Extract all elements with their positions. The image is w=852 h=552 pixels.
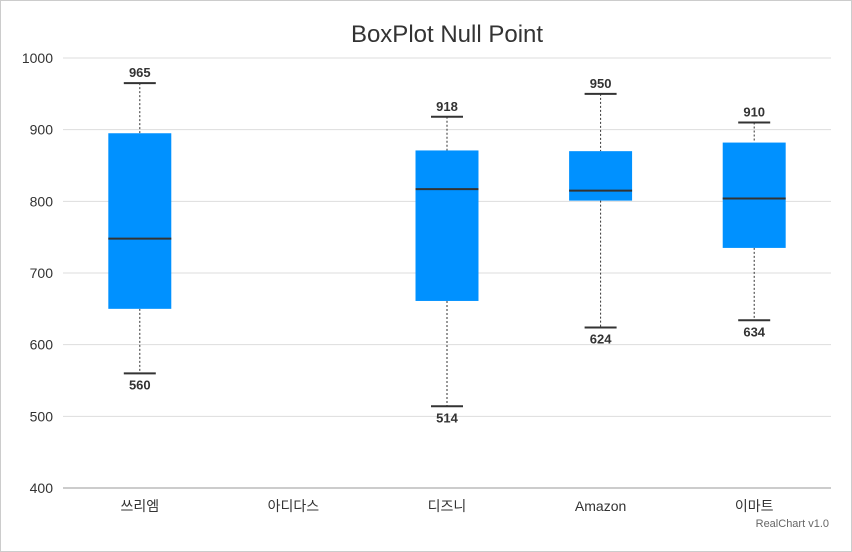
y-tick-label: 900: [30, 122, 54, 138]
box-body[interactable]: [569, 151, 633, 201]
x-tick-label: 쓰리엠: [120, 498, 159, 514]
box-group[interactable]: 918 514: [415, 99, 479, 426]
min-label: 634: [743, 324, 765, 339]
y-tick-label: 400: [30, 480, 54, 496]
x-tick-label: 디즈니: [428, 498, 467, 514]
box-group[interactable]: 950 624: [569, 76, 633, 347]
min-label: 514: [436, 410, 458, 425]
x-tick-label: Amazon: [575, 498, 626, 514]
y-tick-label: 700: [30, 265, 54, 281]
x-tick-label: 아디다스: [268, 498, 320, 514]
y-tick-label: 1000: [22, 50, 53, 66]
max-label: 918: [436, 99, 458, 114]
chart-credit: RealChart v1.0: [756, 518, 829, 530]
y-tick-label: 600: [30, 337, 54, 353]
box-body[interactable]: [722, 142, 786, 248]
max-label: 910: [743, 105, 765, 120]
y-tick-label: 800: [30, 193, 54, 209]
min-label: 624: [590, 331, 612, 346]
box-group[interactable]: 910 634: [722, 105, 786, 340]
max-label: 965: [129, 65, 151, 80]
x-axis-labels: 쓰리엠 아디다스 디즈니 Amazon 이마트: [120, 498, 773, 514]
min-label: 560: [129, 377, 151, 392]
chart-title: BoxPlot Null Point: [351, 21, 543, 48]
max-label: 950: [590, 76, 612, 91]
box-body[interactable]: [108, 133, 172, 309]
box-body[interactable]: [415, 150, 479, 301]
box-layer: 965 560 918 514 950 624 910 634: [108, 65, 786, 426]
x-tick-label: 이마트: [735, 498, 774, 514]
y-tick-label: 500: [30, 408, 54, 424]
box-group[interactable]: 965 560: [108, 65, 172, 392]
